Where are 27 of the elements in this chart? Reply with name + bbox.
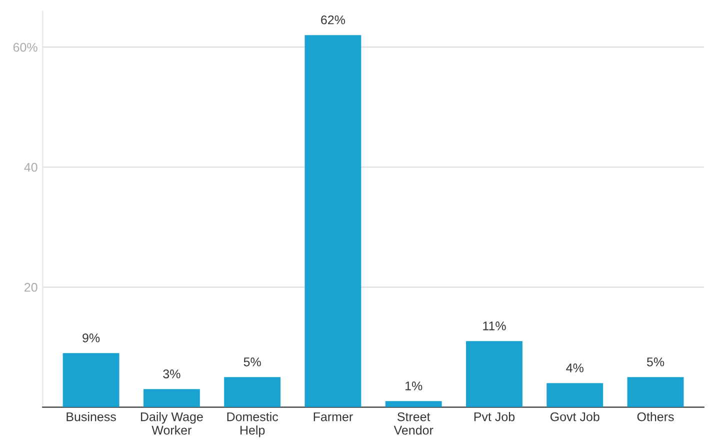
y-tick-label: 60%	[13, 42, 38, 52]
data-label: 9%	[82, 333, 100, 342]
x-tick-label: Daily Wage Worker	[140, 412, 203, 435]
x-tick-label: Others	[637, 412, 674, 422]
bar	[546, 383, 604, 408]
data-label: 62%	[321, 15, 346, 24]
bar	[224, 377, 281, 408]
data-label: 3%	[163, 369, 180, 378]
x-tick-label: Business	[66, 412, 116, 422]
bar	[62, 353, 120, 408]
data-label: 1%	[406, 382, 422, 390]
bar	[304, 35, 362, 408]
y-tick-label: 20	[24, 282, 38, 292]
bar	[143, 389, 200, 408]
bar	[627, 377, 684, 408]
x-tick-label: Domestic Help	[227, 412, 278, 438]
data-label: 4%	[566, 364, 584, 372]
x-tick-label: Farmer	[314, 412, 353, 422]
data-label: 5%	[244, 358, 261, 366]
data-label: 5%	[646, 358, 664, 366]
x-tick-label: Govt Job	[550, 412, 600, 422]
x-tick-label: Pvt Job	[474, 412, 515, 422]
bar	[466, 341, 522, 408]
bar	[385, 401, 442, 408]
y-tick-label: 40	[24, 162, 38, 172]
data-label: 11%	[483, 322, 506, 330]
x-tick-label: Street Vendor	[394, 412, 434, 435]
